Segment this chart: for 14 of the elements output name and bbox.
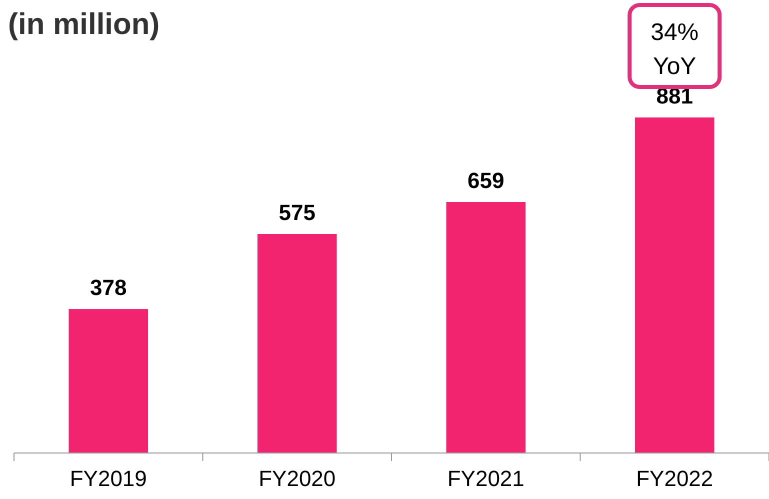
x-tick-label: FY2021 <box>447 466 524 491</box>
bar <box>257 234 337 453</box>
chart-title: (in million) <box>8 8 160 41</box>
data-label: 881 <box>656 83 693 108</box>
x-tick-label: FY2020 <box>258 466 336 491</box>
bar <box>446 202 526 453</box>
bar <box>634 117 714 453</box>
data-label: 659 <box>468 168 504 193</box>
x-tick-label: FY2022 <box>636 466 714 491</box>
data-label: 575 <box>278 200 316 225</box>
bar <box>68 309 148 453</box>
x-tick-label: FY2019 <box>70 466 147 491</box>
text: 34% YoY <box>650 19 699 80</box>
data-label: 378 <box>90 275 127 300</box>
